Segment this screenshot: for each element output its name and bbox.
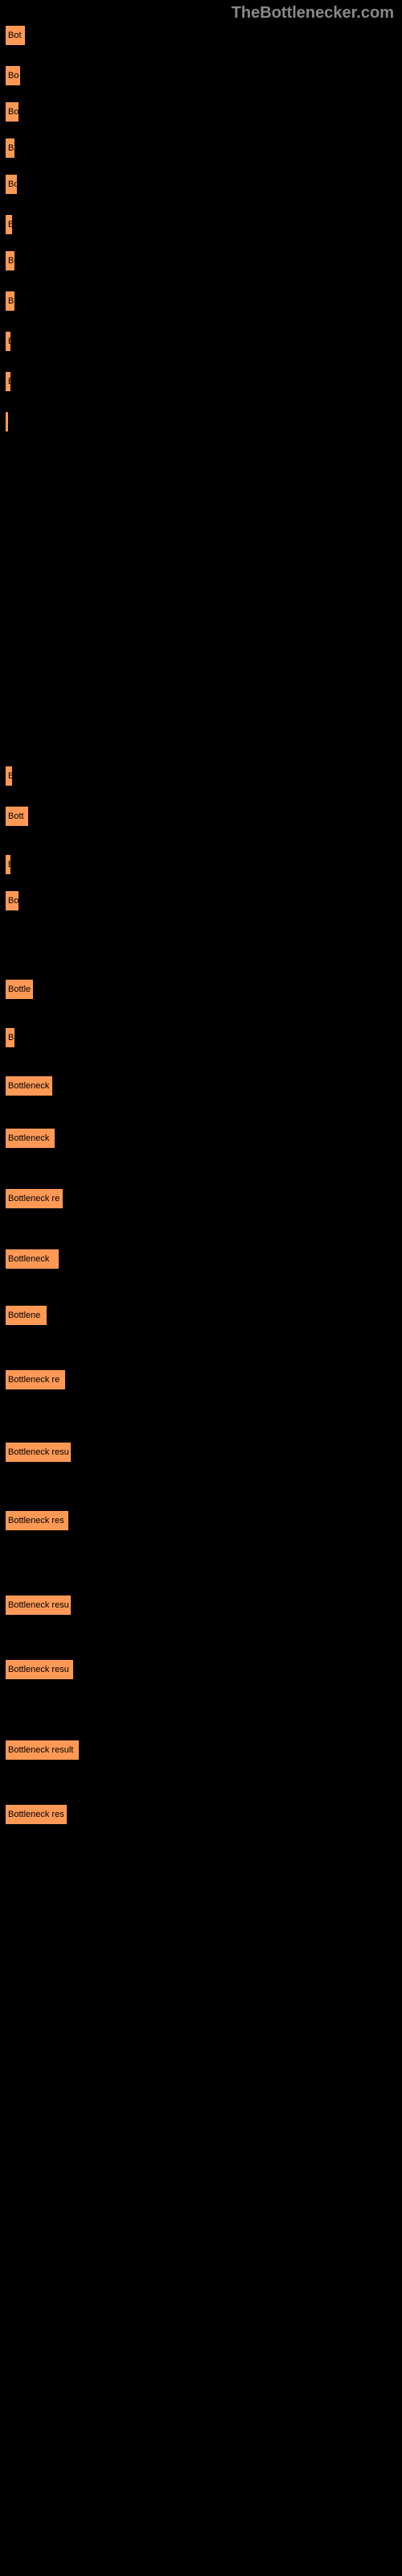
chart-bar: B: [4, 330, 12, 353]
chart-bar: Bottlene: [4, 1304, 48, 1327]
bar-label: |: [8, 417, 10, 427]
chart-bar: Bo: [4, 890, 20, 912]
chart-bar: Bottleneck res: [4, 1803, 68, 1826]
bar-label: Bo: [8, 896, 18, 906]
bar-label: Bottleneck: [8, 1254, 49, 1264]
bar-label: B: [8, 1033, 14, 1042]
bar-label: B: [8, 377, 12, 386]
chart-bar: Bottleneck resu: [4, 1594, 72, 1616]
chart-bar: |: [4, 411, 10, 433]
chart-bar: Bo: [4, 64, 22, 87]
chart-bar: B: [4, 853, 12, 876]
bar-label: Bottleneck res: [8, 1516, 64, 1525]
chart-bar: Bottleneck re: [4, 1187, 64, 1210]
chart-bar: Bottleneck re: [4, 1368, 67, 1391]
chart-bar: B: [4, 250, 16, 272]
bar-label: Bottleneck res: [8, 1810, 64, 1819]
bar-label: Bottleneck resu: [8, 1447, 69, 1457]
bar-label: Bottleneck result: [8, 1745, 73, 1755]
bar-label: Bottleneck resu: [8, 1600, 69, 1610]
chart-container: TheBottlenecker.com Bot Bo Bo B Bo B B B B B | B Bot…: [0, 0, 402, 2576]
chart-bar: B: [4, 1026, 16, 1049]
bar-label: Bottleneck resu: [8, 1665, 69, 1674]
chart-bar: Bot: [4, 24, 27, 47]
chart-bar: B: [4, 290, 16, 312]
chart-bar: Bottleneck result: [4, 1739, 80, 1761]
chart-bar: Bott: [4, 805, 30, 828]
chart-bar: Bo: [4, 173, 18, 196]
chart-bar: B: [4, 137, 16, 159]
bar-label: B: [8, 256, 14, 266]
chart-bar: Bottle: [4, 978, 35, 1001]
bar-label: B: [8, 771, 14, 781]
bar-label: Bottleneck re: [8, 1194, 59, 1203]
bar-label: Bot: [8, 31, 22, 40]
watermark-text: TheBottlenecker.com: [232, 4, 394, 23]
chart-bar: Bottleneck resu: [4, 1441, 72, 1463]
bar-label: Bo: [8, 180, 18, 189]
bar-label: Bottleneck: [8, 1081, 49, 1091]
bar-label: B: [8, 220, 14, 229]
bar-label: Bo: [8, 71, 18, 80]
chart-bar: B: [4, 370, 12, 393]
chart-bar: Bottleneck: [4, 1248, 60, 1270]
bar-label: B: [8, 143, 14, 153]
bar-label: Bottlene: [8, 1311, 40, 1320]
chart-bar: B: [4, 213, 14, 236]
bar-label: Bottleneck: [8, 1133, 49, 1143]
chart-bar: Bottleneck resu: [4, 1658, 75, 1681]
bar-label: Bott: [8, 811, 24, 821]
bar-label: B: [8, 860, 12, 869]
bar-label: B: [8, 296, 14, 306]
bar-label: Bo: [8, 107, 18, 117]
bar-label: Bottleneck re: [8, 1375, 59, 1385]
chart-bar: Bottleneck: [4, 1127, 56, 1150]
bar-label: Bottle: [8, 985, 31, 994]
bar-label: B: [8, 336, 12, 346]
chart-bar: Bottleneck: [4, 1075, 54, 1097]
chart-bar: Bo: [4, 101, 20, 123]
chart-bar: B: [4, 765, 14, 787]
chart-bar: Bottleneck res: [4, 1509, 70, 1532]
